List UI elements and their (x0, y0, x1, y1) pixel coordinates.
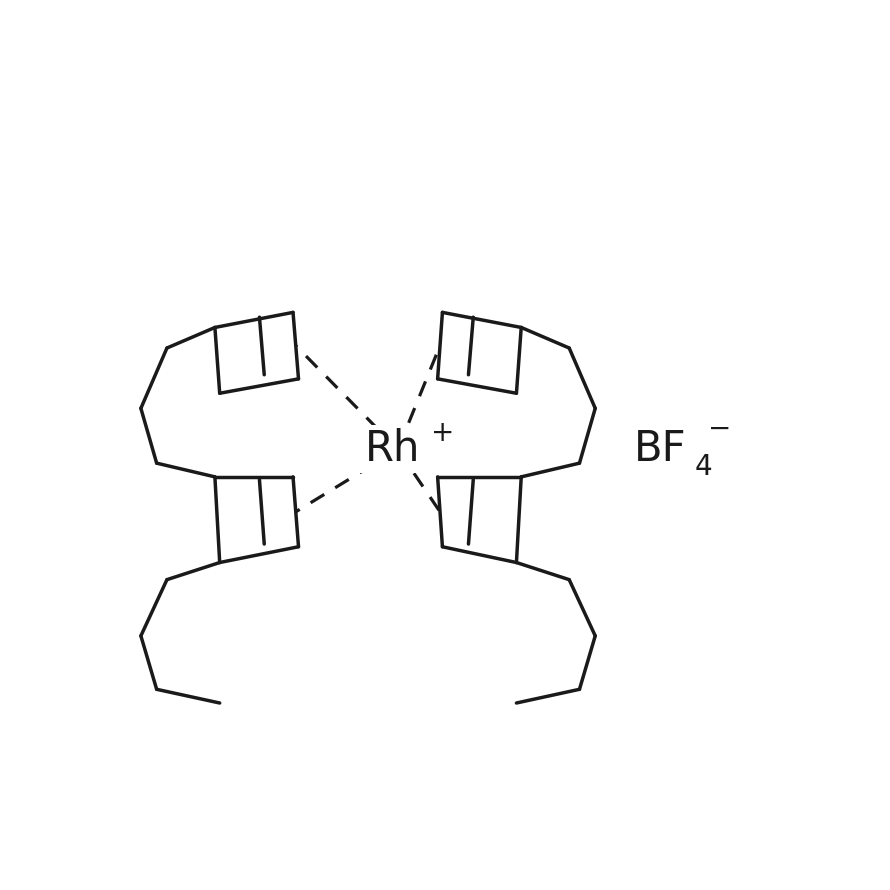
Text: 4: 4 (694, 453, 712, 481)
FancyBboxPatch shape (357, 425, 439, 473)
Text: −: − (708, 415, 731, 443)
Text: BF: BF (635, 428, 687, 471)
Text: +: + (431, 419, 454, 447)
Text: Rh: Rh (365, 428, 420, 471)
